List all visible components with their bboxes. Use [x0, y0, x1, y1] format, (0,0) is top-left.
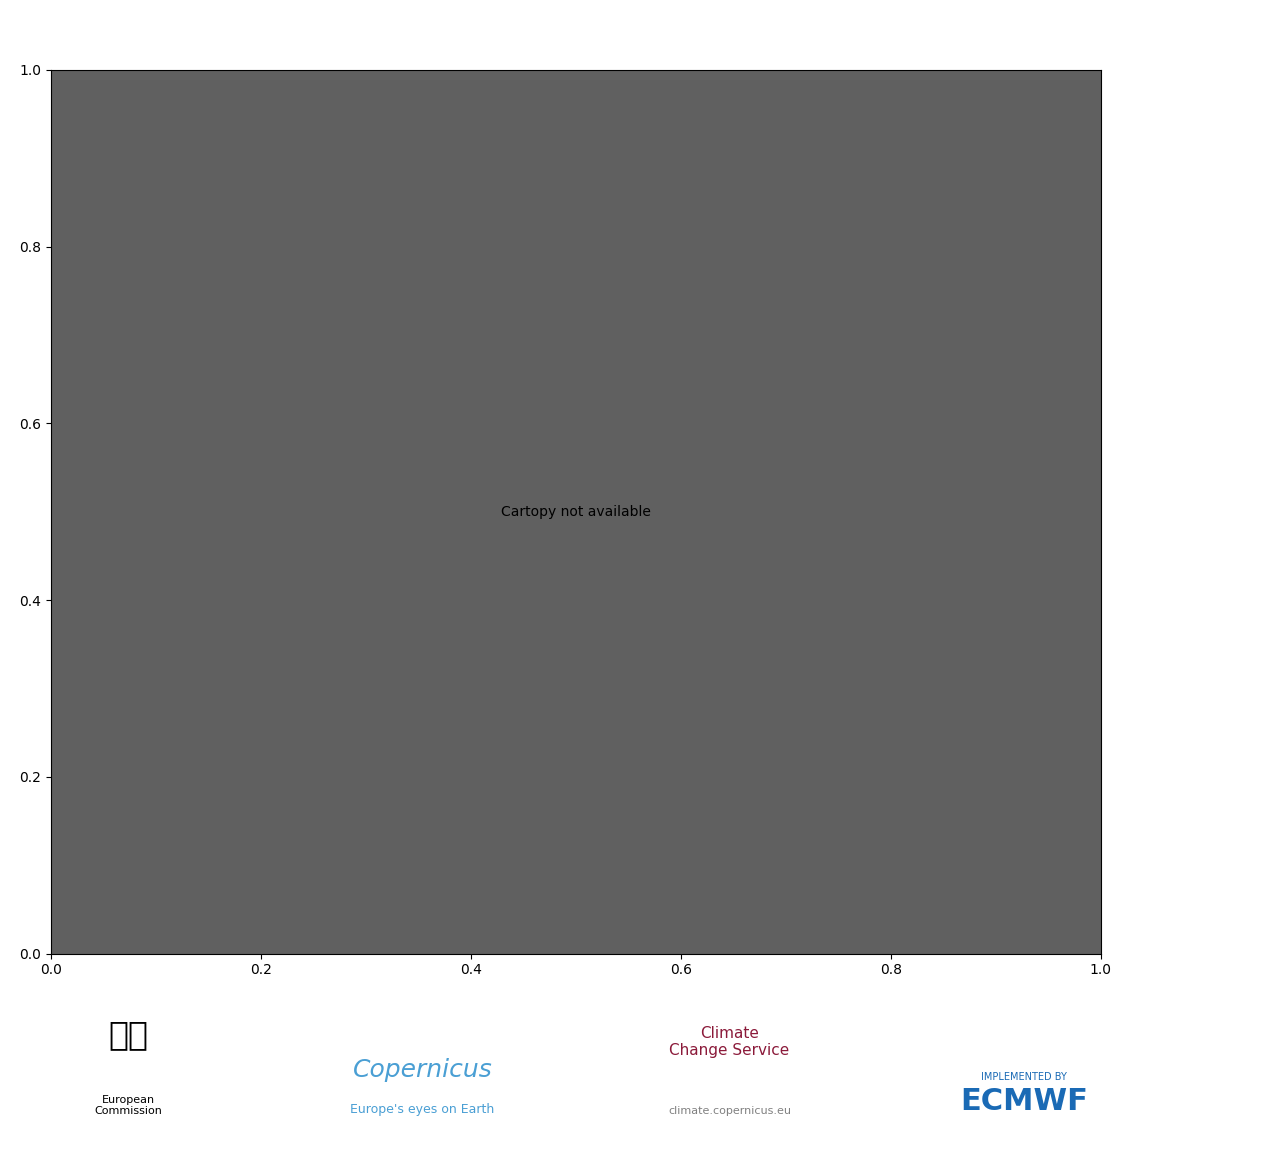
Text: climate.copernicus.eu: climate.copernicus.eu	[668, 1106, 791, 1116]
Text: Climate
Change Service: Climate Change Service	[669, 1026, 790, 1058]
Text: Cartopy not available: Cartopy not available	[500, 505, 652, 519]
Text: 🇪🇺: 🇪🇺	[108, 1019, 148, 1051]
Text: Copernicus: Copernicus	[352, 1057, 493, 1082]
Text: IMPLEMENTED BY: IMPLEMENTED BY	[980, 1071, 1068, 1082]
Text: Europe's eyes on Earth: Europe's eyes on Earth	[351, 1104, 494, 1116]
Text: European
Commission: European Commission	[93, 1094, 163, 1116]
Text: ECMWF: ECMWF	[960, 1087, 1088, 1116]
